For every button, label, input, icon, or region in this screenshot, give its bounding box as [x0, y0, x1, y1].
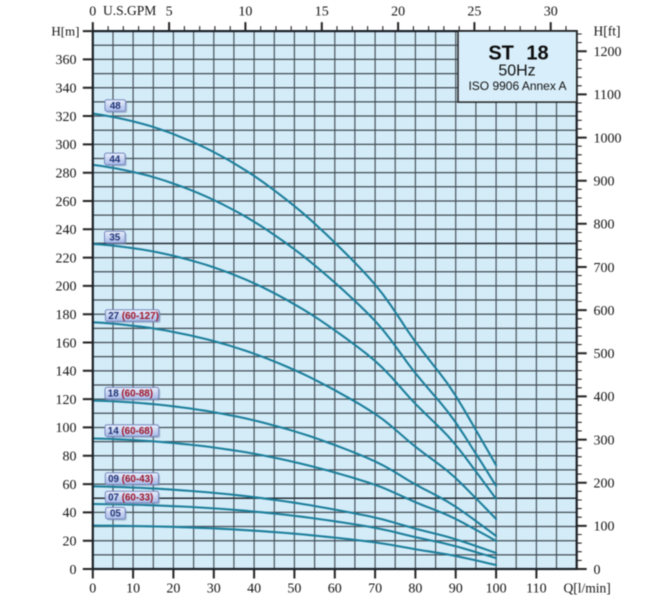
svg-text:25: 25	[467, 5, 481, 20]
svg-text:ST 18: ST 18	[488, 43, 548, 65]
svg-text:20: 20	[391, 5, 405, 20]
svg-text:800: 800	[594, 218, 615, 233]
svg-text:260: 260	[56, 195, 77, 210]
svg-text:110: 110	[526, 582, 546, 597]
svg-text:180: 180	[56, 308, 77, 323]
svg-text:40: 40	[63, 506, 77, 521]
svg-text:0: 0	[89, 5, 96, 20]
svg-text:09 (60-43): 09 (60-43)	[108, 474, 153, 485]
svg-text:0: 0	[89, 582, 96, 597]
svg-text:600: 600	[594, 304, 615, 319]
svg-text:300: 300	[594, 433, 615, 448]
svg-text:10: 10	[126, 582, 140, 597]
svg-text:340: 340	[56, 82, 77, 97]
svg-text:27 (60-127): 27 (60-127)	[108, 311, 159, 322]
svg-text:240: 240	[56, 223, 77, 238]
svg-text:220: 220	[56, 251, 77, 266]
svg-text:50Hz: 50Hz	[498, 63, 535, 80]
svg-text:360: 360	[56, 53, 77, 68]
svg-text:90: 90	[449, 582, 463, 597]
svg-text:Q[l/min]: Q[l/min]	[564, 581, 611, 596]
svg-text:18 (60-88): 18 (60-88)	[108, 389, 153, 400]
svg-text:5: 5	[166, 5, 173, 20]
svg-text:1100: 1100	[594, 88, 621, 103]
svg-text:60: 60	[63, 478, 77, 493]
svg-text:U.S.GPM: U.S.GPM	[103, 3, 156, 18]
svg-text:80: 80	[408, 582, 422, 597]
svg-text:1000: 1000	[594, 131, 622, 146]
svg-text:160: 160	[56, 336, 77, 351]
svg-text:48: 48	[110, 101, 121, 112]
svg-text:H[ft]: H[ft]	[594, 24, 621, 39]
svg-text:900: 900	[594, 175, 615, 190]
svg-text:320: 320	[56, 110, 77, 125]
svg-text:10: 10	[238, 5, 252, 20]
svg-text:280: 280	[56, 167, 77, 182]
svg-text:100: 100	[56, 421, 77, 436]
svg-text:200: 200	[594, 477, 615, 492]
svg-text:500: 500	[594, 347, 615, 362]
svg-text:35: 35	[109, 233, 120, 244]
svg-text:1200: 1200	[594, 45, 622, 60]
svg-text:70: 70	[368, 582, 382, 597]
svg-text:50: 50	[287, 582, 301, 597]
svg-text:07 (60-33): 07 (60-33)	[108, 493, 153, 504]
svg-text:0: 0	[594, 563, 601, 578]
svg-text:20: 20	[166, 582, 180, 597]
svg-text:0: 0	[70, 563, 77, 578]
svg-text:30: 30	[207, 582, 221, 597]
svg-text:140: 140	[56, 365, 77, 380]
svg-text:100: 100	[486, 582, 507, 597]
svg-text:700: 700	[594, 261, 615, 276]
svg-text:05: 05	[110, 509, 121, 520]
svg-text:300: 300	[56, 138, 77, 153]
svg-text:40: 40	[247, 582, 261, 597]
svg-text:80: 80	[63, 450, 77, 465]
svg-text:H[m]: H[m]	[51, 24, 79, 39]
svg-text:14 (60-68): 14 (60-68)	[108, 426, 153, 437]
svg-text:ISO 9906 Annex A: ISO 9906 Annex A	[468, 79, 566, 93]
svg-text:200: 200	[56, 280, 77, 295]
svg-text:60: 60	[328, 582, 342, 597]
svg-text:20: 20	[63, 535, 77, 550]
svg-text:44: 44	[109, 154, 120, 165]
svg-text:30: 30	[544, 5, 558, 20]
svg-text:15: 15	[315, 5, 329, 20]
svg-text:120: 120	[56, 393, 77, 408]
svg-text:100: 100	[594, 520, 615, 535]
svg-text:400: 400	[594, 390, 615, 405]
